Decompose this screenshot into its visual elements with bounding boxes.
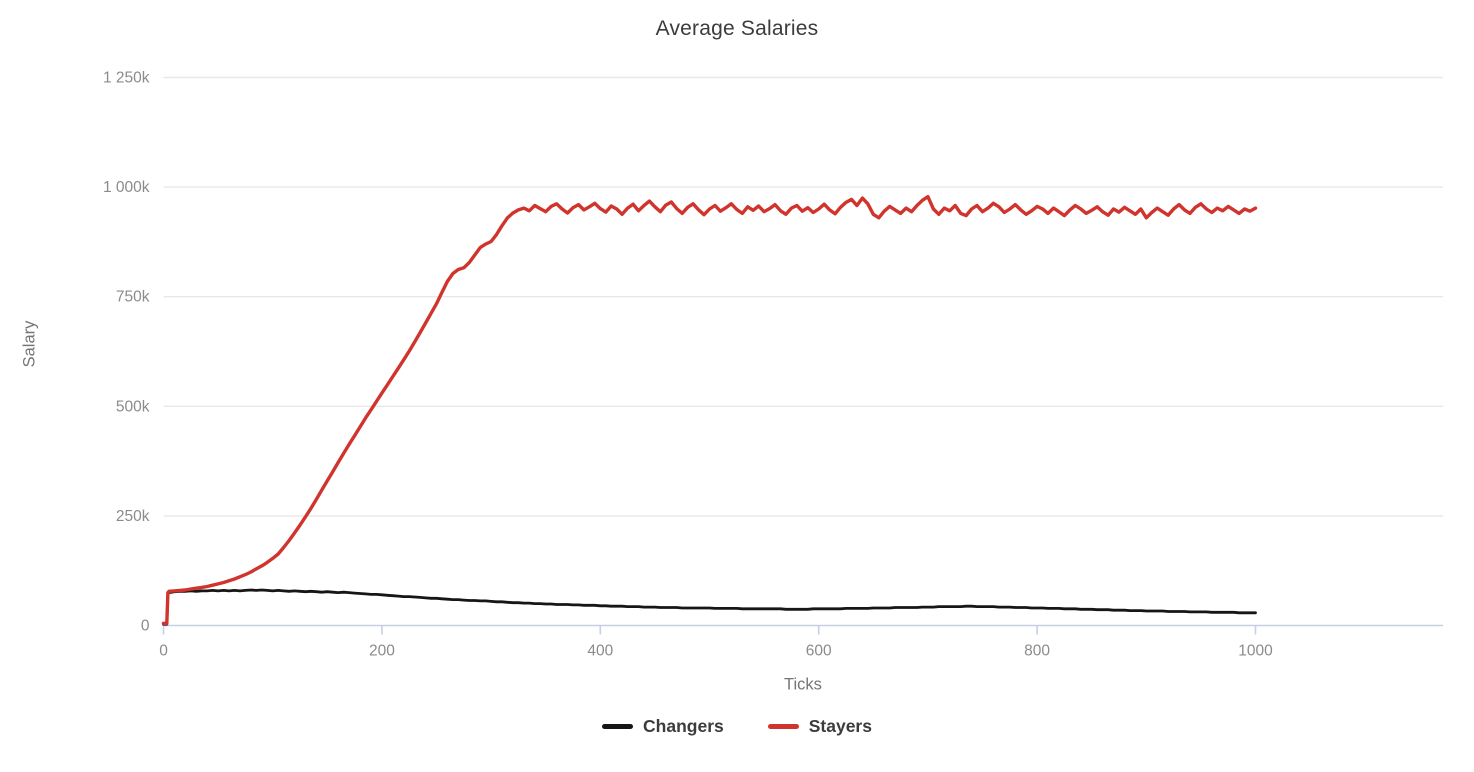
chart-title: Average Salaries bbox=[655, 17, 819, 40]
stayers-line-swatch bbox=[767, 724, 799, 729]
y-tick-label-250k: 250k bbox=[116, 508, 150, 525]
legend-item-changers[interactable]: Changers bbox=[602, 716, 724, 737]
changers-line bbox=[162, 588, 1257, 626]
legend-label-changers: Changers bbox=[643, 716, 724, 736]
x-tick-label-0: 0 bbox=[159, 643, 168, 660]
legend-label-stayers: Stayers bbox=[808, 716, 872, 736]
x-tick-label-400: 400 bbox=[587, 643, 613, 660]
legend-item-stayers[interactable]: Stayers bbox=[767, 716, 872, 737]
x-tick-label-800: 800 bbox=[1024, 643, 1050, 660]
y-tick-label-0: 0 bbox=[141, 618, 150, 635]
x-axis-title: Ticks bbox=[784, 675, 822, 694]
stayers-line bbox=[161, 194, 1258, 625]
plot-area: 0 200 400 600 800 1000 0 250k 500k 750k 1 000k 1 25… bbox=[103, 70, 1443, 660]
y-tick-label-500k: 500k bbox=[116, 398, 150, 415]
x-tick-label-1000: 1000 bbox=[1238, 643, 1273, 660]
y-tick-label-1250k: 1 250k bbox=[103, 70, 150, 87]
changers-line-swatch bbox=[602, 724, 634, 729]
x-tick-label-200: 200 bbox=[369, 643, 395, 660]
y-tick-label-750k: 750k bbox=[116, 289, 150, 306]
x-tick-label-600: 600 bbox=[806, 643, 832, 660]
y-tick-label-1000k: 1 000k bbox=[103, 179, 150, 196]
legend: Changers Stayers bbox=[0, 716, 1474, 737]
